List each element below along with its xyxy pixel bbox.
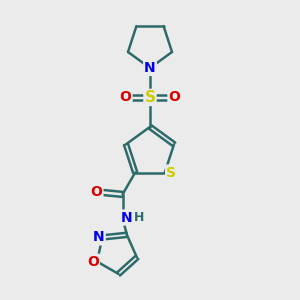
Text: S: S: [166, 166, 176, 179]
Text: O: O: [169, 90, 180, 104]
Text: O: O: [87, 255, 99, 268]
Text: N: N: [93, 230, 105, 244]
Text: H: H: [134, 211, 145, 224]
Text: O: O: [120, 90, 131, 104]
Text: N: N: [121, 211, 133, 224]
Text: O: O: [91, 185, 102, 199]
Text: S: S: [145, 90, 155, 105]
Text: N: N: [144, 61, 156, 75]
